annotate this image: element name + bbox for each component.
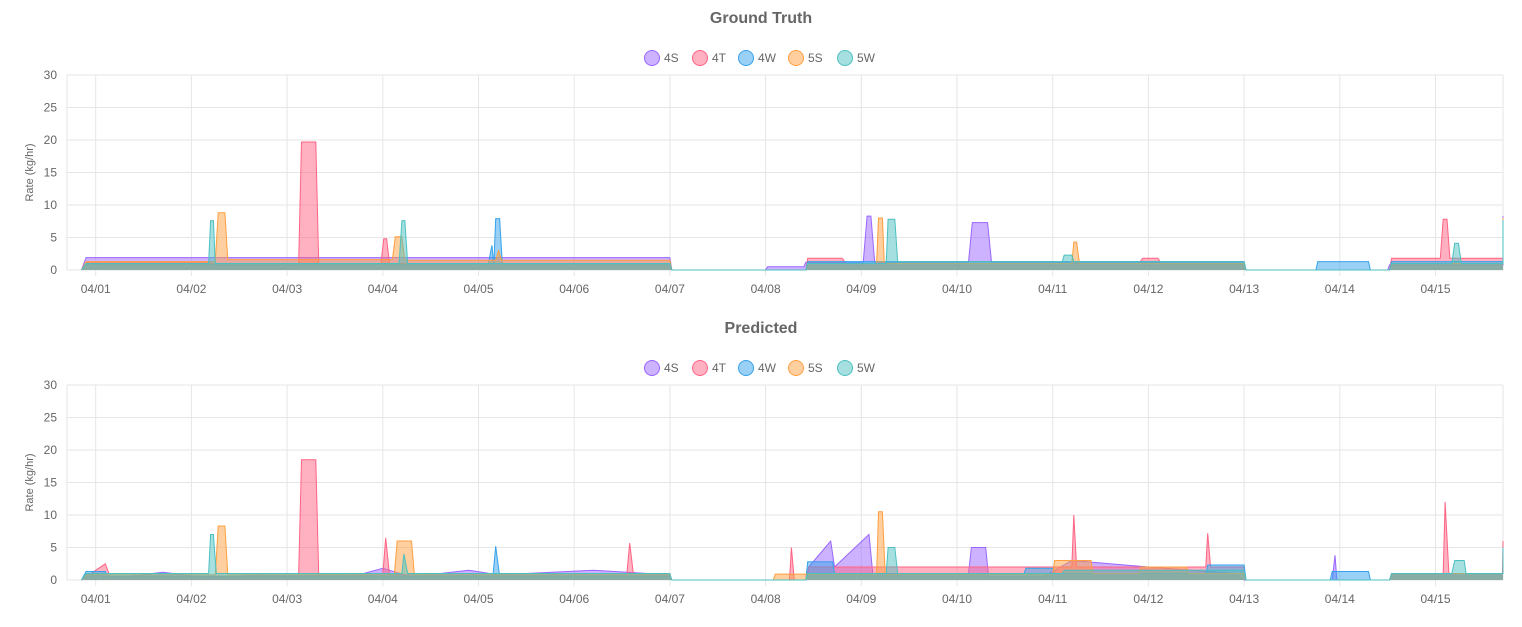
legend-label: 4W (758, 361, 777, 375)
legend-item-5s[interactable]: 5S (788, 360, 823, 376)
legend-swatch (788, 360, 804, 376)
x-tick-label: 04/08 (751, 592, 781, 606)
legend-item-4t[interactable]: 4T (692, 360, 727, 376)
x-tick-label: 04/11 (1038, 592, 1067, 606)
legend-swatch (837, 50, 853, 66)
x-tick-label: 04/05 (463, 592, 493, 606)
legend-swatch (692, 360, 708, 376)
x-tick-label: 04/13 (1229, 592, 1259, 606)
legend-item-5w[interactable]: 5W (837, 360, 876, 376)
x-tick-label: 04/15 (1420, 282, 1450, 296)
x-tick-label: 04/12 (1133, 282, 1163, 296)
y-tick-label: 15 (44, 166, 58, 180)
chart-predicted: Predicted 4S 4T 4W 5S 5W 0 5 10 15 20 25 30 04/01 04/0… (24, 320, 1504, 606)
y-tick-label: 25 (44, 411, 58, 425)
series-area-5w (81, 219, 1503, 270)
series-line-4t (80, 141, 1503, 271)
series-line-5w (80, 534, 1504, 581)
x-tick-label: 04/14 (1325, 592, 1355, 606)
legend-item-4t[interactable]: 4T (692, 50, 727, 66)
x-tick-label: 04/07 (655, 282, 685, 296)
series-line-5w (80, 218, 1504, 271)
chart-title: Ground Truth (710, 10, 812, 27)
legend-item-4s[interactable]: 4S (644, 360, 679, 376)
legend-label: 5S (808, 51, 823, 65)
x-tick-label: 04/05 (463, 282, 493, 296)
y-tick-label: 10 (44, 198, 58, 212)
legend-label: 5W (857, 51, 876, 65)
y-tick-label: 20 (44, 133, 58, 147)
x-tick-label: 04/09 (846, 592, 876, 606)
y-axis-label: Rate (kg/hr) (24, 453, 36, 511)
x-tick-label: 04/08 (751, 282, 781, 296)
x-tick-label: 04/07 (655, 592, 685, 606)
series-area-5s (81, 212, 1503, 270)
y-tick-label: 30 (44, 68, 58, 82)
legend-label: 4S (664, 51, 679, 65)
legend-item-4w[interactable]: 4W (738, 50, 777, 66)
legend-swatch (738, 50, 754, 66)
series-line-4w (80, 546, 1503, 581)
legend-swatch (692, 50, 708, 66)
legend-item-5w[interactable]: 5W (837, 50, 876, 66)
x-tick-label: 04/04 (368, 592, 398, 606)
legend-swatch (738, 360, 754, 376)
x-tick-label: 04/03 (272, 282, 302, 296)
y-tick-label: 5 (50, 541, 57, 555)
x-tick-label: 04/06 (559, 282, 589, 296)
chart-ground-truth: Ground Truth 4S 4T 4W 5S 5W 0 5 10 15 20 25 30 04/01 0… (24, 10, 1504, 296)
y-tick-label: 15 (44, 476, 58, 490)
x-tick-label: 04/06 (559, 592, 589, 606)
x-tick-label: 04/13 (1229, 282, 1259, 296)
x-tick-label: 04/12 (1133, 592, 1163, 606)
legend-swatch (788, 50, 804, 66)
legend-label: 5S (808, 361, 823, 375)
series-area-5w (81, 534, 1503, 580)
x-tick-label: 04/01 (81, 282, 111, 296)
y-tick-label: 25 (44, 101, 58, 115)
y-tick-label: 0 (50, 263, 57, 277)
legend-label: 5W (857, 361, 876, 375)
legend-swatch (837, 360, 853, 376)
legend-label: 4T (712, 51, 727, 65)
series-line-4t (81, 459, 1504, 581)
y-tick-label: 20 (44, 443, 58, 457)
y-axis-label: Rate (kg/hr) (24, 143, 36, 201)
x-tick-label: 04/11 (1038, 282, 1067, 296)
x-tick-label: 04/03 (272, 592, 302, 606)
legend-item-4w[interactable]: 4W (738, 360, 777, 376)
legend-swatch (644, 360, 660, 376)
series-area-4t (81, 142, 1503, 270)
y-tick-label: 10 (44, 508, 58, 522)
x-tick-label: 04/01 (81, 592, 111, 606)
legend-label: 4W (758, 51, 777, 65)
y-tick-label: 0 (50, 573, 57, 587)
x-tick-label: 04/14 (1325, 282, 1355, 296)
legend-label: 4S (664, 361, 679, 375)
x-tick-label: 04/10 (942, 592, 972, 606)
x-tick-label: 04/09 (846, 282, 876, 296)
legend-swatch (644, 50, 660, 66)
x-tick-label: 04/02 (176, 282, 206, 296)
x-tick-label: 04/02 (176, 592, 206, 606)
legend-item-5s[interactable]: 5S (788, 50, 823, 66)
x-tick-label: 04/10 (942, 282, 972, 296)
x-tick-label: 04/04 (368, 282, 398, 296)
x-tick-label: 04/15 (1420, 592, 1450, 606)
y-tick-label: 5 (50, 231, 57, 245)
y-tick-label: 30 (44, 378, 58, 392)
chart-title: Predicted (725, 320, 798, 337)
legend-item-4s[interactable]: 4S (644, 50, 679, 66)
legend-label: 4T (712, 361, 727, 375)
